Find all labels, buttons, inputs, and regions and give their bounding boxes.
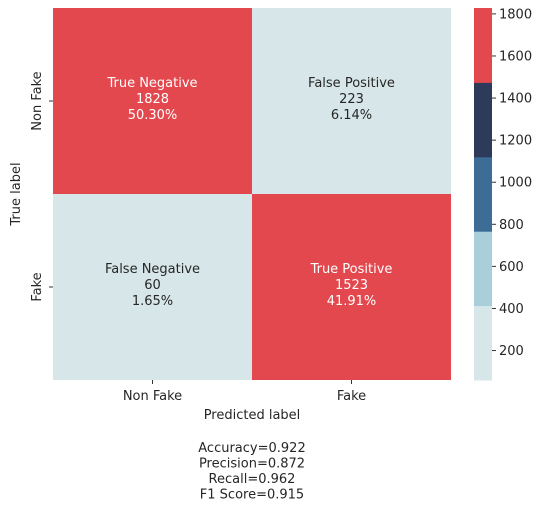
- metric-line: Precision=0.872: [199, 457, 305, 472]
- colorbar-band: [474, 305, 492, 381]
- cell-count-label: 1523: [335, 278, 368, 293]
- colorbar-tick-label: 1600: [499, 49, 532, 64]
- cell-percent-label: 50.30%: [128, 108, 178, 123]
- colorbar: 200 400 600 800 1000 1200 1400 1600 1800: [474, 7, 532, 381]
- metric-line: Recall=0.962: [209, 472, 296, 487]
- x-tick-label: Fake: [337, 389, 366, 404]
- colorbar-band: [474, 231, 492, 307]
- heatmap-cell: [53, 8, 252, 194]
- heatmap-cell: [252, 194, 451, 380]
- heatmap-cell: [252, 8, 451, 194]
- cell-percent-label: 1.65%: [132, 294, 173, 309]
- y-tick-label: Non Fake: [30, 71, 45, 130]
- metric-line: Accuracy=0.922: [198, 441, 305, 456]
- x-axis-title: Predicted label: [204, 408, 301, 423]
- cell-count-label: 60: [144, 278, 161, 293]
- colorbar-tick-label: 200: [499, 344, 524, 359]
- cell-percent-label: 6.14%: [331, 108, 372, 123]
- cell-name-label: False Negative: [105, 262, 200, 277]
- colorbar-tick-label: 600: [499, 260, 524, 275]
- cell-count-label: 1828: [136, 92, 169, 107]
- heatmap-cell: [53, 194, 252, 380]
- colorbar-tick-label: 800: [499, 218, 524, 233]
- cell-name-label: True Negative: [106, 76, 197, 91]
- colorbar-tick-label: 1400: [499, 92, 532, 107]
- colorbar-band: [474, 82, 492, 158]
- cell-count-label: 223: [339, 92, 364, 107]
- x-tick-label: Non Fake: [123, 389, 182, 404]
- colorbar-band: [474, 8, 492, 83]
- cell-name-label: True Positive: [310, 262, 393, 277]
- metrics-summary: Accuracy=0.922Precision=0.872Recall=0.96…: [198, 441, 305, 503]
- cell-percent-label: 41.91%: [327, 294, 377, 309]
- y-axis-title: True label: [9, 162, 24, 226]
- heatmap-cells: [53, 8, 451, 380]
- metric-line: F1 Score=0.915: [200, 488, 304, 503]
- colorbar-tick-label: 1000: [499, 176, 532, 191]
- heatmap-axes: Non Fake Fake Non Fake Fake Predicted label T…: [9, 71, 366, 423]
- y-tick-label: Fake: [30, 272, 45, 301]
- colorbar-tick-label: 1800: [499, 7, 532, 22]
- colorbar-tick-label: 1200: [499, 134, 532, 149]
- colorbar-tick-label: 400: [499, 302, 524, 317]
- cell-name-label: False Positive: [308, 76, 395, 91]
- colorbar-band: [474, 156, 492, 232]
